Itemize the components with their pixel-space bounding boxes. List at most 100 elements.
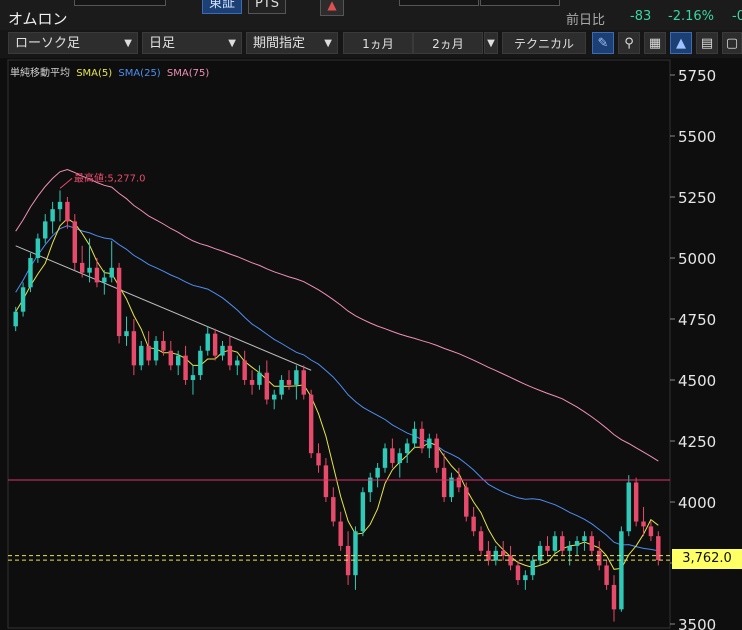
tab-tse[interactable]: 東証 (202, 0, 243, 14)
candle-body (235, 360, 240, 366)
pen-icon[interactable]: ✎ (592, 32, 614, 54)
candle-body (449, 477, 454, 498)
candle-body (656, 536, 661, 561)
candle-body (79, 262, 85, 273)
change-more: -0 (732, 9, 742, 24)
candle-body (353, 531, 358, 576)
period-type-select[interactable]: 日足 ▼ (142, 32, 242, 54)
candle-body (434, 438, 439, 468)
y-tick-label: 5000 (678, 250, 716, 268)
chart-type-select[interactable]: ローソク足 ▼ (8, 32, 138, 54)
candle-body (72, 221, 77, 263)
range-more-chevron-icon[interactable]: ▼ (484, 32, 498, 54)
candle-body (412, 428, 417, 444)
fullscreen-icon[interactable]: ▢ (722, 32, 742, 54)
candle-body (50, 209, 55, 222)
chevron-down-icon: ▼ (324, 38, 332, 49)
candle-body (626, 482, 631, 532)
top-control-right[interactable] (480, 0, 560, 6)
candle-body (441, 467, 447, 498)
candle-body (478, 531, 484, 551)
candle-body (582, 536, 587, 542)
candle-body (153, 340, 159, 361)
candle-body (419, 428, 425, 449)
candle-body (294, 370, 299, 385)
range-1m-button[interactable]: 1ヵ月 (343, 32, 413, 54)
sma25-line (15, 225, 659, 552)
candle-body (648, 526, 654, 537)
candle-body (183, 355, 188, 380)
sma5-line (15, 217, 659, 570)
top-bar: オムロン 東証 PTS ▲ 前日比 -83 -2.16% -0 (0, 0, 742, 30)
technical-button[interactable]: テクニカル (502, 32, 586, 54)
candle-body (205, 333, 210, 351)
candle-body (500, 550, 506, 556)
change-label: 前日比 (566, 13, 606, 28)
candle-body (242, 360, 247, 380)
candle-body (375, 467, 380, 478)
candle-body (124, 331, 129, 337)
candle-body (323, 465, 329, 498)
candle-body (404, 443, 410, 454)
grid-icon[interactable]: ▦ (644, 32, 666, 54)
candle-body (338, 521, 343, 546)
y-tick-label: 3500 (678, 616, 716, 630)
candle-body (212, 333, 218, 356)
y-tick-label: 5500 (678, 128, 716, 146)
candle-body (360, 492, 366, 532)
candle-body (619, 531, 624, 610)
legend-sma25: SMA(25) (118, 68, 161, 79)
y-tick-label: 5250 (678, 189, 716, 207)
range-select-label: 期間指定 (253, 36, 306, 51)
candle-body (146, 345, 151, 361)
candle-body (427, 438, 432, 449)
candle-body (272, 394, 277, 400)
zoom-icon[interactable]: ⚲ (618, 32, 640, 54)
candle-body (301, 370, 306, 395)
candle-body (560, 536, 565, 551)
candle-body (331, 497, 336, 522)
change-percent: -2.16% (668, 9, 714, 24)
candle-body (264, 372, 270, 400)
top-control-left[interactable] (74, 0, 166, 6)
candle-body (486, 550, 491, 561)
chevron-down-icon: ▼ (124, 38, 132, 49)
candle-body (190, 375, 196, 380)
candle-body (249, 380, 255, 385)
candle-body (28, 258, 33, 288)
candle-body (641, 521, 646, 527)
range-2m-button[interactable]: 2ヵ月 (413, 32, 483, 54)
legend: 単純移動平均 SMA(5) SMA(25) SMA(75) (10, 64, 212, 79)
save-icon[interactable]: ▤ (696, 32, 718, 54)
candle-body (94, 267, 100, 283)
chart-type-label: ローソク足 (15, 36, 81, 51)
candle-body (545, 545, 550, 551)
candle-body (530, 560, 535, 576)
range-select[interactable]: 期間指定 ▼ (246, 32, 338, 54)
candle-body (597, 550, 602, 566)
candle-body (220, 345, 225, 356)
area-chart-icon[interactable]: ▲ (670, 32, 692, 54)
high-annotation-pointer (59, 178, 73, 189)
y-tick-label: 4750 (678, 311, 716, 329)
candle-body (604, 565, 609, 585)
candle-body (493, 550, 499, 561)
y-tick-label: 5750 (678, 67, 716, 85)
tab-pts[interactable]: PTS (248, 0, 287, 14)
candle-body (508, 555, 513, 566)
alert-bell-icon[interactable]: ▲ (320, 0, 344, 16)
candle-body (168, 350, 174, 366)
candle-body (471, 516, 476, 532)
candle-body (308, 394, 314, 454)
candle-body (13, 311, 18, 327)
chart-toolbar: ローソク足 ▼ 日足 ▼ 期間指定 ▼ 1ヵ月 2ヵ月 ▼ テクニカル ✎ ⚲ … (0, 30, 742, 58)
price-chart[interactable]: 最高値:5,277.0 5750 5500 5250 5000 4750 4500 4250… (0, 58, 742, 630)
y-tick-label: 4000 (678, 494, 716, 512)
top-control-mid[interactable] (399, 0, 479, 6)
candle-body (20, 287, 26, 312)
candle-body (279, 380, 284, 395)
legend-sma75: SMA(75) (166, 68, 210, 79)
candle-body (131, 331, 137, 366)
candle-body (102, 277, 107, 283)
candle-body (397, 453, 402, 463)
